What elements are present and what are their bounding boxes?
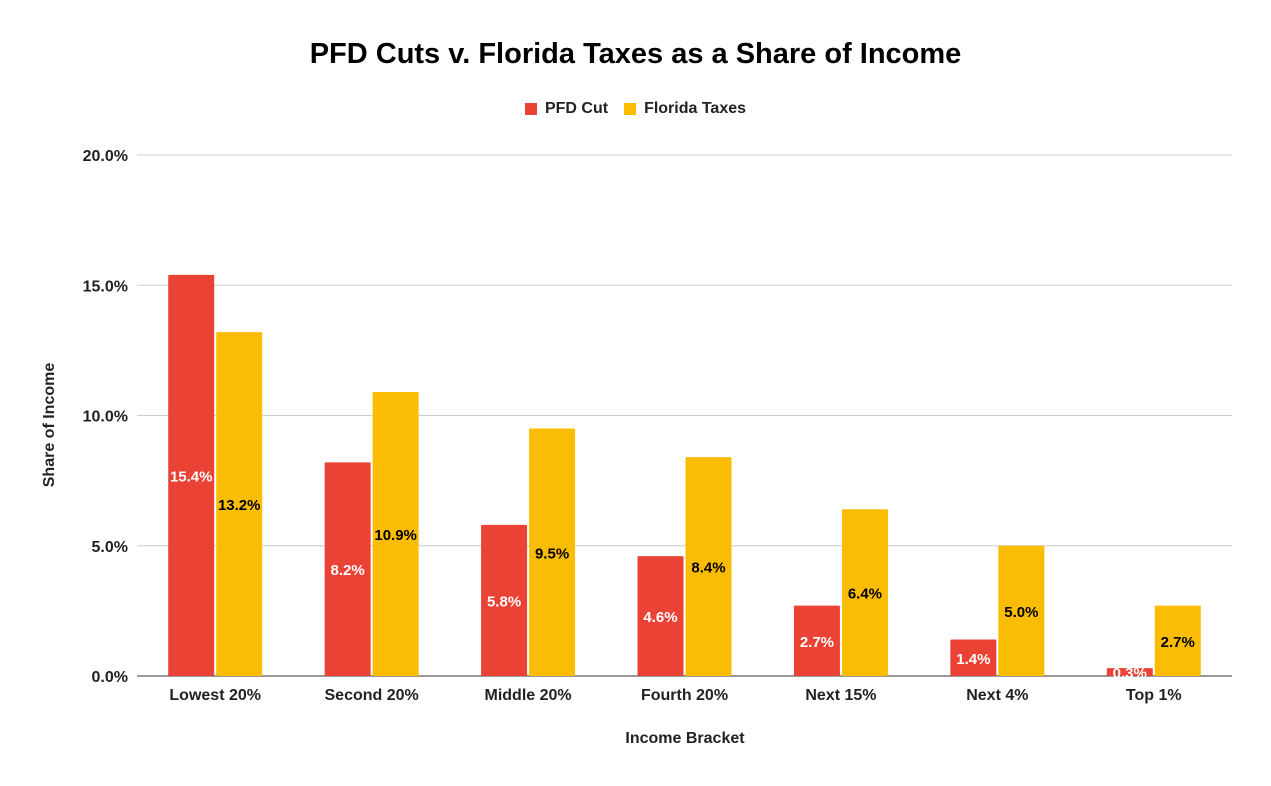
- x-tick-label: Lowest 20%: [169, 687, 261, 704]
- bar-data-label: 4.6%: [643, 609, 677, 626]
- bar-florida-taxes: [529, 428, 576, 676]
- legend: PFD Cut Florida Taxes: [0, 100, 1271, 118]
- bar-data-label: 1.4%: [956, 651, 990, 668]
- bar-data-label: 0.3%: [1113, 665, 1147, 682]
- bar-pfd-cut: [637, 556, 684, 676]
- bar-data-label: 5.8%: [487, 593, 521, 610]
- bar-florida-taxes: [216, 332, 263, 676]
- bar-data-label: 10.9%: [374, 527, 417, 544]
- bar-pfd-cut: [324, 462, 371, 676]
- bar-data-labels: 15.4% 13.2% 8.2% 10.9% 5.8% 9.5% 4.6% 8.4% 2.7% 6…: [170, 468, 1195, 682]
- legend-item-pfd-cut: PFD Cut: [524, 100, 609, 118]
- bar-data-label: 2.7%: [800, 634, 834, 651]
- x-axis-tick-labels: Lowest 20% Second 20% Middle 20% Fourth 20%…: [169, 687, 1181, 704]
- bar-pfd-cut: [950, 639, 997, 676]
- bar-data-label: 15.4%: [170, 468, 213, 485]
- bar-data-label: 8.2%: [331, 562, 365, 579]
- legend-swatch-florida-taxes: [624, 103, 637, 115]
- bar-data-label: 2.7%: [1161, 634, 1195, 651]
- y-tick-label: 5.0%: [92, 539, 128, 556]
- legend-swatch-pfd-cut: [524, 103, 537, 115]
- x-axis-title: Income Bracket: [625, 730, 745, 747]
- y-tick-label: 10.0%: [83, 409, 128, 426]
- bar-pfd-cut: [168, 274, 215, 676]
- bar-data-label: 9.5%: [535, 545, 569, 562]
- bar-data-label: 6.4%: [848, 586, 882, 603]
- legend-label-florida-taxes: Florida Taxes: [644, 100, 747, 117]
- bar-pfd-cut: [793, 605, 840, 676]
- bars: [168, 274, 1201, 676]
- bar-florida-taxes: [685, 457, 732, 676]
- y-axis-tick-labels: 0.0% 5.0% 10.0% 15.0% 20.0%: [83, 148, 128, 686]
- bar-florida-taxes: [998, 545, 1045, 676]
- chart-title: PFD Cuts v. Florida Taxes as a Share of …: [309, 38, 962, 70]
- y-tick-label: 15.0%: [83, 278, 128, 295]
- bar-florida-taxes: [372, 392, 419, 676]
- x-tick-label: Next 15%: [805, 687, 876, 704]
- bar-data-label: 13.2%: [218, 497, 261, 514]
- gridlines: [137, 154, 1232, 677]
- x-tick-label: Top 1%: [1126, 687, 1182, 704]
- legend-item-florida-taxes: Florida Taxes: [624, 100, 746, 118]
- x-tick-label: Next 4%: [966, 687, 1028, 704]
- y-tick-label: 20.0%: [83, 148, 128, 165]
- x-tick-label: Fourth 20%: [641, 687, 728, 704]
- bar-data-label: 5.0%: [1004, 604, 1038, 621]
- bar-florida-taxes: [1154, 605, 1201, 676]
- bar-pfd-cut: [1106, 668, 1153, 676]
- y-axis-title: Share of Income: [41, 363, 58, 488]
- bar-pfd-cut: [481, 524, 528, 676]
- bar-florida-taxes: [841, 509, 888, 676]
- legend-label-pfd-cut: PFD Cut: [544, 100, 609, 117]
- y-tick-label: 0.0%: [92, 669, 128, 686]
- x-tick-label: Middle 20%: [485, 687, 572, 704]
- bar-data-label: 8.4%: [691, 560, 725, 577]
- x-tick-label: Second 20%: [325, 687, 419, 704]
